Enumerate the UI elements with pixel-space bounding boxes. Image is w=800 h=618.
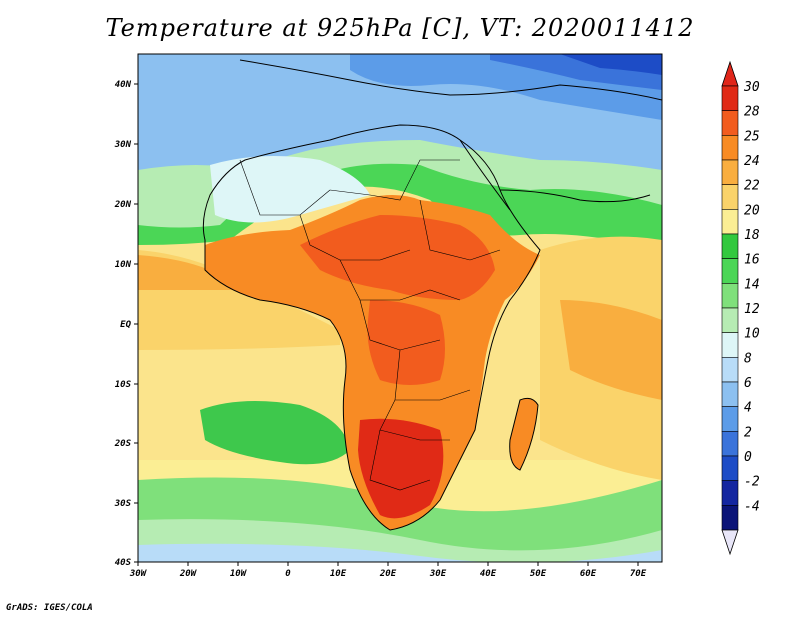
page-title: Temperature at 925hPa [C], VT: 202001141… bbox=[105, 14, 695, 42]
colorbar-label: 8 bbox=[744, 351, 752, 366]
colorbar-cell bbox=[721, 233, 739, 259]
indian-ocean-warm bbox=[560, 300, 662, 400]
grads-credit: GrADS: IGES/COLA bbox=[6, 603, 93, 613]
lon-tick-label: 30E bbox=[429, 569, 447, 579]
red-sea-outline bbox=[459, 139, 511, 211]
colorbar-cells bbox=[721, 85, 739, 531]
madagascar bbox=[509, 398, 538, 470]
colorbar-label: 18 bbox=[744, 228, 760, 243]
lat-tick-label: 10S bbox=[115, 380, 132, 390]
colorbar-label: 20 bbox=[744, 203, 760, 218]
colorbar-label: 25 bbox=[744, 129, 760, 144]
lat-tick-label: 40S bbox=[115, 558, 132, 568]
colorbar-cell bbox=[721, 184, 739, 210]
colorbar-label: 16 bbox=[744, 253, 760, 268]
lat-tick-label: 10N bbox=[115, 260, 132, 270]
lon-tick-label: 10W bbox=[230, 569, 248, 579]
colorbar-label: 0 bbox=[744, 450, 752, 465]
arabia-outline bbox=[499, 189, 651, 203]
colorbar-cell bbox=[721, 307, 739, 333]
south-atlantic-green bbox=[200, 401, 350, 465]
temperature-field bbox=[138, 54, 662, 562]
lon-tick-label: 60E bbox=[580, 569, 597, 579]
madagascar-outline bbox=[509, 397, 539, 471]
colorbar-label: 10 bbox=[744, 327, 760, 342]
colorbar-cell bbox=[721, 480, 739, 506]
lat-tick-marks bbox=[134, 83, 138, 563]
lon-tick-label: 10E bbox=[330, 569, 347, 579]
colorbar-cell bbox=[721, 85, 739, 111]
lat-tick-label: 40N bbox=[115, 80, 132, 90]
colorbar-label: 4 bbox=[744, 401, 752, 416]
colorbar-label: 6 bbox=[744, 376, 752, 391]
southern-africa-hot-core bbox=[358, 418, 444, 519]
lon-tick-label: 0 bbox=[285, 569, 291, 579]
lon-tick-label: 50E bbox=[530, 569, 547, 579]
iran-deep-blue bbox=[560, 54, 662, 75]
lat-tick-label: 20N bbox=[114, 200, 132, 210]
colorbar-cell bbox=[721, 209, 739, 235]
colorbar-cell bbox=[721, 332, 739, 358]
colorbar-cell bbox=[721, 110, 739, 136]
north-coast-outline bbox=[239, 59, 662, 101]
colorbar-label: 14 bbox=[744, 277, 760, 292]
south-ocean-blue bbox=[138, 543, 662, 562]
colorbar-top-arrow bbox=[721, 60, 739, 87]
lon-tick-marks bbox=[137, 562, 639, 566]
lon-tick-label: 40E bbox=[480, 569, 497, 579]
colorbar-cell bbox=[721, 455, 739, 481]
coastlines bbox=[202, 59, 662, 531]
colorbar-label: 24 bbox=[744, 154, 760, 169]
colorbar-cell bbox=[721, 431, 739, 457]
lon-tick-label: 20W bbox=[179, 569, 198, 579]
sahel-hot-core bbox=[300, 215, 495, 300]
colorbar-label: 12 bbox=[744, 302, 760, 317]
colorbar-cell bbox=[721, 258, 739, 284]
colorbar-bottom-arrow bbox=[721, 529, 739, 556]
colorbar-label: -4 bbox=[744, 499, 760, 514]
colorbar-cell bbox=[721, 357, 739, 383]
colorbar-cell bbox=[721, 159, 739, 185]
colorbar-label: 28 bbox=[744, 105, 760, 120]
colorbar-label: -2 bbox=[744, 475, 760, 490]
sahara-pale bbox=[210, 156, 370, 223]
colorbar-cell bbox=[721, 135, 739, 161]
colorbar-label: 30 bbox=[743, 80, 760, 95]
colorbar-cell bbox=[721, 283, 739, 309]
country-borders bbox=[239, 159, 501, 491]
lon-tick-label: 70E bbox=[630, 569, 647, 579]
lon-tick-label: 30W bbox=[129, 569, 148, 579]
map-frame bbox=[137, 53, 663, 563]
colorbar-cell bbox=[721, 381, 739, 407]
colorbar-label: 2 bbox=[744, 425, 752, 440]
colorbar-cell bbox=[721, 406, 739, 432]
congo-hot-core bbox=[367, 300, 445, 385]
lat-tick-label: EQ bbox=[120, 320, 131, 330]
colorbar-label: 22 bbox=[744, 179, 760, 194]
lat-tick-label: 30N bbox=[114, 140, 132, 150]
lat-tick-label: 20S bbox=[114, 439, 132, 449]
colorbar-cell bbox=[721, 505, 739, 531]
africa-outline bbox=[202, 124, 541, 531]
lat-tick-label: 30S bbox=[114, 499, 132, 509]
lon-tick-label: 20E bbox=[379, 569, 397, 579]
